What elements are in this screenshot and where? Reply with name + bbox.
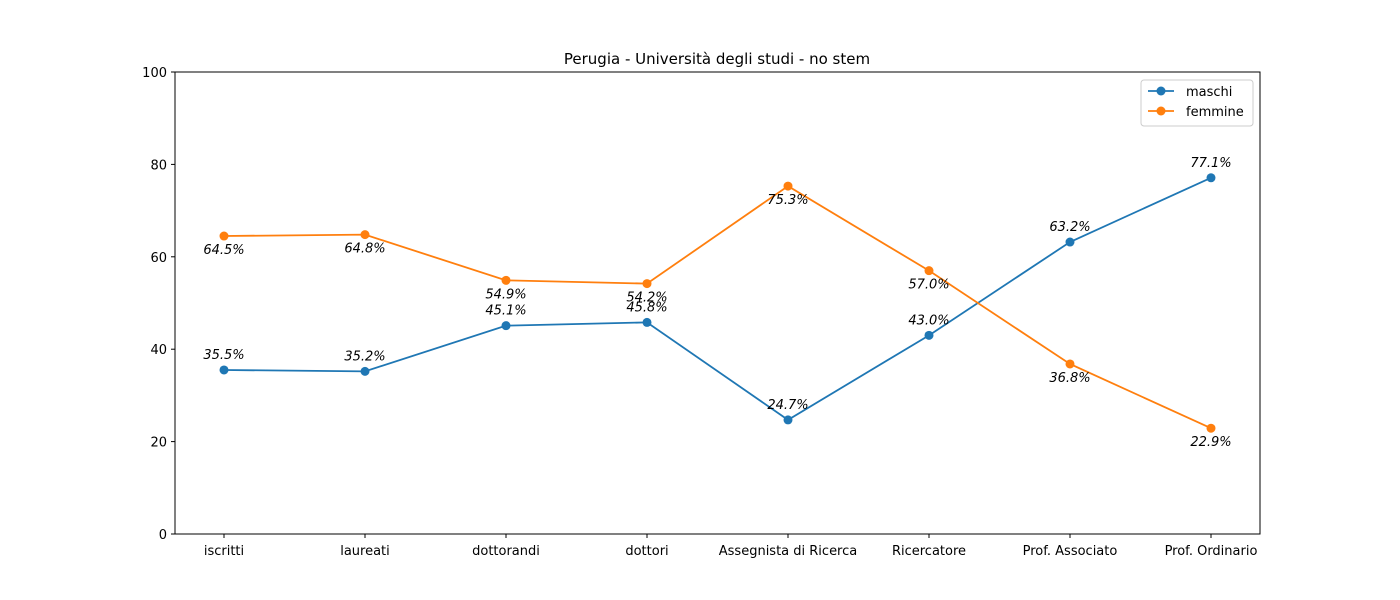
data-label-maschi: 63.2% bbox=[1049, 220, 1090, 235]
data-label-femmine: 36.8% bbox=[1049, 371, 1090, 386]
x-tick-label: dottorandi bbox=[472, 544, 540, 559]
data-point-maschi bbox=[219, 365, 229, 375]
y-tick-label: 20 bbox=[150, 436, 167, 451]
data-point-femmine bbox=[783, 181, 793, 191]
data-point-maschi bbox=[360, 366, 370, 376]
x-axis: iscritti laureati dottorandi dottori Assegni… bbox=[204, 534, 1258, 559]
data-point-femmine bbox=[924, 266, 934, 276]
data-point-maschi bbox=[501, 321, 511, 331]
data-label-femmine: 54.9% bbox=[485, 287, 526, 302]
data-label-maschi: 43.0% bbox=[908, 313, 949, 328]
data-labels: 35.5% 35.2% 45.1% 45.8% 24.7% 43.0% 63.2% 77.1%… bbox=[203, 156, 1231, 450]
data-point-femmine bbox=[1206, 423, 1216, 433]
legend: maschi femmine bbox=[1140, 79, 1254, 127]
legend-label-maschi: maschi bbox=[1186, 85, 1232, 100]
data-label-femmine: 64.5% bbox=[203, 243, 244, 258]
data-point-maschi bbox=[1206, 173, 1216, 183]
data-point-femmine bbox=[360, 230, 370, 240]
series-layer bbox=[219, 173, 1216, 433]
x-tick-label: dottori bbox=[625, 544, 668, 559]
data-point-femmine bbox=[642, 279, 652, 289]
series-line-maschi bbox=[223, 176, 1212, 421]
data-point-maschi bbox=[783, 415, 793, 425]
y-axis: 0 20 40 60 80 100 bbox=[142, 66, 175, 543]
x-tick-label: Assegnista di Ricerca bbox=[719, 544, 857, 559]
y-tick-label: 40 bbox=[150, 343, 167, 358]
legend-marker-femmine bbox=[1156, 106, 1166, 116]
chart-title: Perugia - Università degli studi - no st… bbox=[564, 50, 870, 68]
data-point-femmine bbox=[1065, 359, 1075, 369]
data-point-maschi bbox=[642, 317, 652, 327]
data-label-maschi: 35.5% bbox=[203, 348, 244, 363]
legend-items: maschi femmine bbox=[1148, 85, 1244, 120]
data-label-femmine: 75.3% bbox=[767, 193, 808, 208]
data-label-femmine: 22.9% bbox=[1190, 435, 1231, 450]
data-label-femmine: 54.2% bbox=[626, 291, 667, 306]
data-label-maschi: 45.1% bbox=[485, 304, 526, 319]
data-label-maschi: 24.7% bbox=[767, 398, 808, 413]
legend-marker-maschi bbox=[1156, 86, 1166, 96]
x-tick-label: Prof. Associato bbox=[1023, 544, 1118, 559]
data-point-femmine bbox=[219, 231, 229, 241]
plot-frame bbox=[174, 71, 1261, 535]
y-tick-label: 100 bbox=[142, 66, 167, 81]
x-tick-label: Ricercatore bbox=[892, 544, 966, 559]
series-line-femmine bbox=[223, 185, 1212, 430]
x-tick-label: iscritti bbox=[204, 544, 244, 559]
data-label-maschi: 45.8% bbox=[626, 300, 667, 315]
legend-label-femmine: femmine bbox=[1186, 105, 1244, 120]
y-tick-label: 0 bbox=[159, 528, 167, 543]
data-label-maschi: 35.2% bbox=[344, 349, 385, 364]
y-tick-label: 80 bbox=[150, 158, 167, 173]
data-point-maschi bbox=[924, 330, 934, 340]
data-label-femmine: 57.0% bbox=[908, 278, 949, 293]
data-point-femmine bbox=[501, 275, 511, 285]
x-tick-label: Prof. Ordinario bbox=[1165, 544, 1258, 559]
data-label-femmine: 64.8% bbox=[344, 242, 385, 257]
data-label-maschi: 77.1% bbox=[1190, 156, 1231, 171]
x-tick-label: laureati bbox=[340, 544, 390, 559]
data-point-maschi bbox=[1065, 237, 1075, 247]
y-tick-label: 60 bbox=[150, 251, 167, 266]
